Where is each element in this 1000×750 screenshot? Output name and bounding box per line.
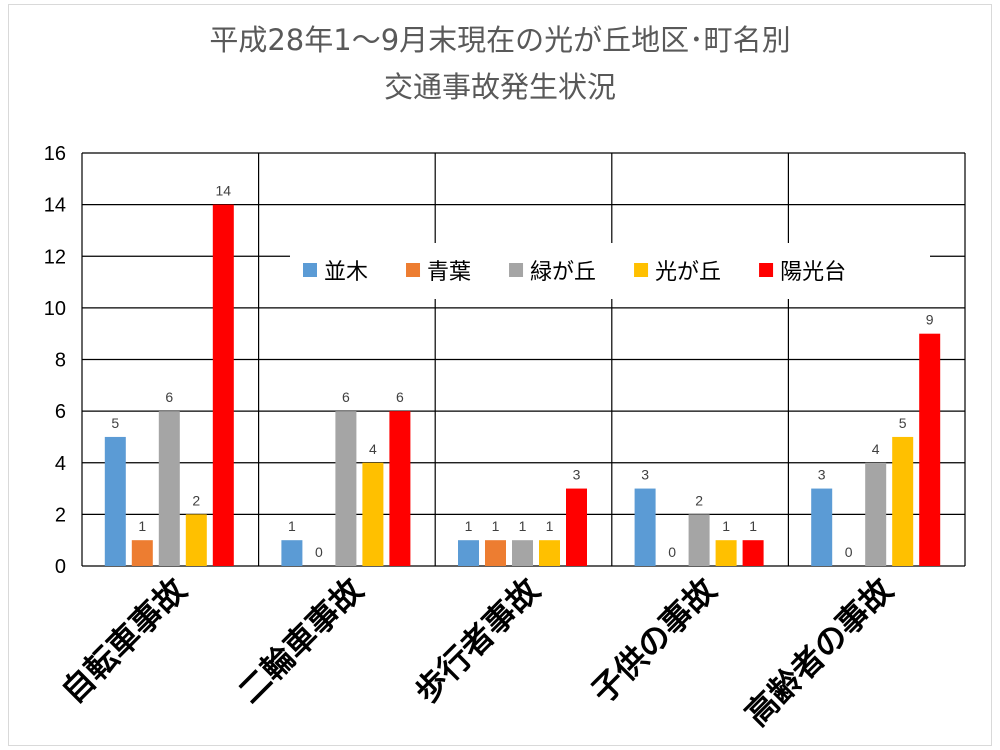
legend-label: 光が丘 [655,260,721,285]
chart-frame [8,4,992,746]
y-tick-label: 2 [55,504,66,526]
bar-value-label: 1 [138,518,146,534]
bar-value-label: 2 [192,492,200,508]
legend: 並木 青葉 緑が丘 光が丘 陽光台 [290,243,930,299]
category-label: 歩行者事故 [407,571,547,711]
bar-value-label: 1 [465,518,473,534]
bar-value-label: 1 [492,518,500,534]
bar [742,540,764,566]
bar [485,540,506,566]
bar-value-label: 5 [899,415,907,431]
bar [919,333,941,566]
y-tick-label: 16 [44,143,66,165]
bar-value-label: 2 [695,492,703,508]
legend-label: 陽光台 [780,260,846,285]
bar-value-label: 3 [573,467,581,483]
y-tick-label: 4 [55,453,66,475]
legend-swatch [759,263,774,277]
bar-value-label: 0 [315,544,323,560]
bar [539,540,560,566]
bar [688,514,710,566]
legend-label: 緑が丘 [530,260,596,285]
bar-value-label: 6 [396,389,404,405]
chart-title-line-1: 平成28年1～9月末現在の光が丘地区･町名別 [209,23,790,57]
bar [892,436,914,566]
legend-label: 青葉 [427,260,471,285]
y-tick-label: 10 [44,298,66,320]
bar-value-label: 9 [926,312,934,328]
legend-swatch [634,263,649,277]
bar-value-label: 3 [641,467,649,483]
category-label: 子供の事故 [584,571,724,711]
legend-background [290,243,930,299]
legend-swatch [509,263,524,277]
bar [715,540,737,566]
y-tick-label: 14 [44,195,66,217]
bar [104,436,126,566]
bar [512,540,533,566]
chart-title-line-2: 交通事故発生状況 [384,70,616,104]
y-tick-label: 8 [55,350,66,372]
bars [104,204,941,566]
bar [212,204,234,566]
bar-value-label: 14 [216,183,232,199]
bar-value-label: 1 [722,518,730,534]
bar-value-label: 1 [749,518,757,534]
bar [458,540,479,566]
x-axis-categories: 自転車事故 二輪車事故 歩行者事故 子供の事故 高齢者の事故 [54,571,900,734]
chart-title: 平成28年1～9月末現在の光が丘地区･町名別 交通事故発生状況 [209,23,790,104]
bar-value-label: 1 [288,518,296,534]
bar [811,488,833,566]
bar-value-label: 1 [546,518,554,534]
bar [185,514,207,566]
bar [865,462,887,566]
bar [634,488,656,566]
y-tick-label: 0 [55,556,66,578]
legend-swatch [406,263,421,277]
bar [281,540,303,566]
legend-swatch [303,263,317,277]
bar [158,411,180,566]
bar [566,488,587,566]
bar-value-label: 3 [818,467,826,483]
category-label: 自転車事故 [54,571,194,711]
bar-value-label: 0 [845,544,853,560]
y-tick-label: 12 [44,246,66,268]
bar-value-label: 5 [111,415,119,431]
bar-value-label: 1 [519,518,527,534]
category-label: 二輪車事故 [231,571,371,711]
bar-value-label: 4 [872,441,880,457]
category-label: 高齢者の事故 [738,571,901,734]
bar [389,411,411,566]
bar-value-label: 6 [165,389,173,405]
bar-value-label: 4 [369,441,377,457]
bar-value-label: 6 [342,389,350,405]
y-tick-label: 6 [55,401,66,423]
bar [335,411,357,566]
bar-value-label: 0 [668,544,676,560]
y-axis-ticks: 0 2 4 6 8 10 12 14 16 [44,143,66,578]
bar [362,462,384,566]
bar [131,540,153,566]
legend-label: 並木 [324,260,368,285]
